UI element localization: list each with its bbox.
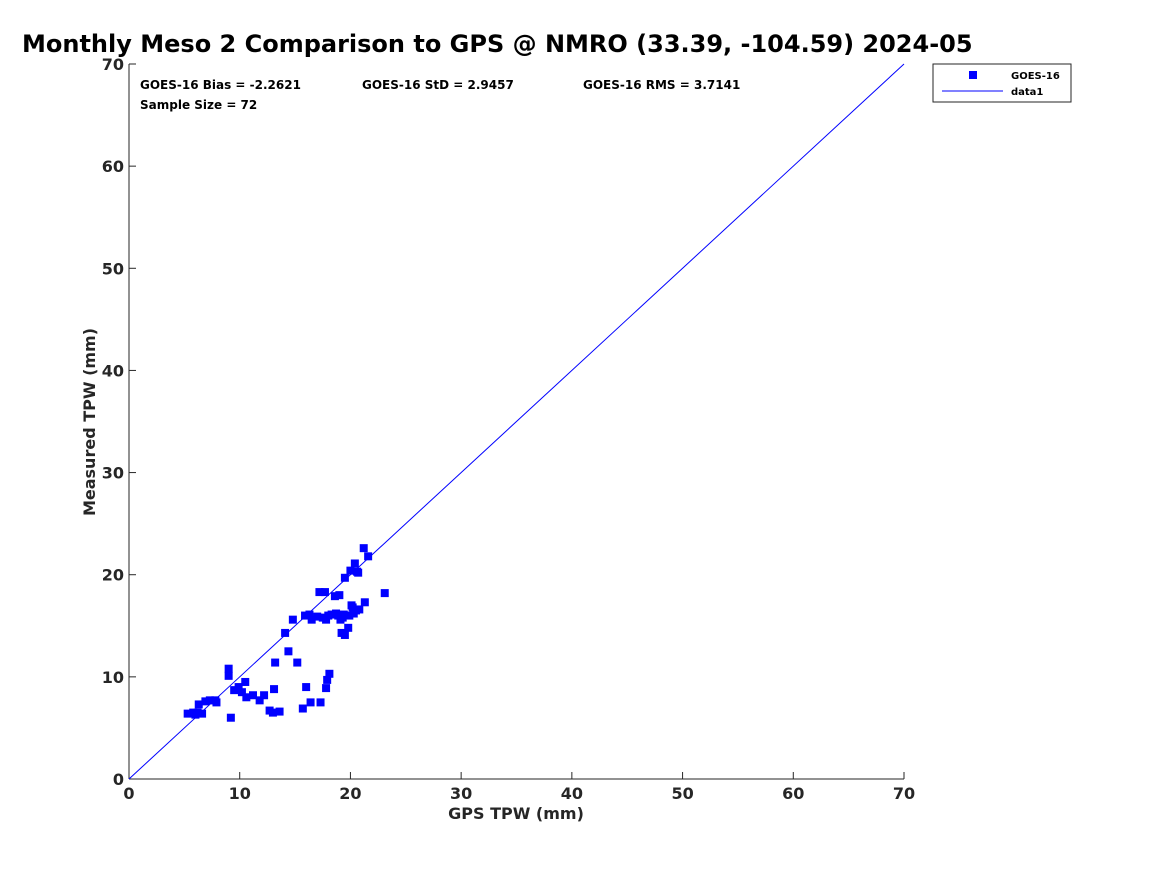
plot-area: 0 10 20 30 40 50 60 70 0 10 20 30 40 50 60 70 bbox=[102, 55, 915, 803]
scatter-point bbox=[198, 709, 207, 718]
scatter-point bbox=[224, 664, 233, 673]
scatter-point bbox=[354, 568, 363, 577]
legend-label-data1: data1 bbox=[1011, 87, 1043, 98]
scatter-point bbox=[359, 544, 368, 553]
scatter-point bbox=[212, 698, 221, 707]
scatter-point bbox=[284, 647, 293, 656]
scatter-point bbox=[226, 713, 235, 722]
y-tick-label: 30 bbox=[102, 464, 124, 483]
scatter-point bbox=[364, 552, 373, 561]
scatter-point bbox=[302, 683, 311, 692]
scatter-point bbox=[305, 610, 314, 619]
scatter-point bbox=[335, 591, 344, 600]
scatter-point bbox=[237, 688, 246, 697]
y-tick-label: 70 bbox=[102, 55, 124, 74]
y-ticks: 0 10 20 30 40 50 60 70 bbox=[102, 55, 136, 789]
y-tick-label: 60 bbox=[102, 157, 124, 176]
x-tick-label: 70 bbox=[893, 784, 915, 803]
scatter-point bbox=[316, 698, 325, 707]
scatter-point bbox=[260, 691, 269, 700]
stat-sample-size: Sample Size = 72 bbox=[140, 98, 257, 112]
stat-std: GOES-16 StD = 2.9457 bbox=[362, 78, 514, 92]
scatter-point bbox=[307, 615, 316, 624]
scatter-point bbox=[201, 697, 210, 706]
legend-label-goes16: GOES-16 bbox=[1011, 71, 1060, 82]
legend: GOES-16 data1 bbox=[932, 63, 1072, 103]
scatter-point bbox=[234, 683, 243, 692]
scatter-point bbox=[355, 605, 364, 614]
scatter-point bbox=[281, 628, 290, 637]
scatter-point bbox=[242, 693, 251, 702]
x-tick-label: 0 bbox=[123, 784, 134, 803]
reference-line bbox=[128, 63, 905, 780]
stat-rms: GOES-16 RMS = 3.7141 bbox=[583, 78, 740, 92]
scatter-point bbox=[298, 704, 307, 713]
scatter-point bbox=[340, 630, 349, 639]
scatter-point bbox=[183, 709, 192, 718]
scatter-point bbox=[230, 686, 239, 695]
scatter-point bbox=[327, 610, 336, 619]
scatter-point bbox=[380, 589, 389, 598]
scatter-point bbox=[344, 623, 353, 632]
x-tick-label: 40 bbox=[561, 784, 583, 803]
legend-marker-goes16 bbox=[969, 71, 977, 79]
scatter-point bbox=[224, 671, 233, 680]
scatter-point bbox=[350, 559, 359, 568]
scatter-point bbox=[205, 696, 214, 705]
x-axis-label: GPS TPW (mm) bbox=[448, 804, 584, 823]
scatter-point bbox=[334, 611, 343, 620]
y-axis-label: Measured TPW (mm) bbox=[80, 328, 99, 516]
x-tick-label: 60 bbox=[782, 784, 804, 803]
scatter-point bbox=[249, 691, 257, 700]
y-tick-label: 0 bbox=[113, 770, 124, 789]
scatter-points bbox=[183, 544, 389, 722]
legend-box bbox=[932, 63, 1072, 103]
scatter-point bbox=[301, 611, 310, 620]
stat-bias: GOES-16 Bias = -2.2621 bbox=[140, 78, 301, 92]
scatter-point bbox=[275, 707, 284, 716]
x-tick-label: 50 bbox=[671, 784, 693, 803]
x-tick-label: 10 bbox=[229, 784, 251, 803]
scatter-point bbox=[330, 592, 339, 601]
scatter-point bbox=[270, 685, 279, 694]
scatter-point bbox=[271, 658, 280, 667]
y-tick-label: 40 bbox=[102, 361, 124, 380]
scatter-point bbox=[323, 675, 332, 684]
scatter-point bbox=[306, 698, 315, 707]
scatter-point bbox=[194, 700, 203, 709]
y-tick-label: 10 bbox=[102, 668, 124, 687]
x-tick-label: 30 bbox=[450, 784, 472, 803]
scatter-point bbox=[339, 610, 348, 619]
scatter-point bbox=[325, 669, 334, 678]
y-tick-label: 50 bbox=[102, 259, 124, 278]
scatter-point bbox=[193, 708, 202, 717]
scatter-point bbox=[345, 611, 354, 620]
scatter-point bbox=[293, 658, 302, 667]
x-tick-label: 20 bbox=[339, 784, 361, 803]
scatter-point bbox=[255, 696, 264, 705]
scatter-point bbox=[346, 566, 355, 575]
x-ticks: 0 10 20 30 40 50 60 70 bbox=[123, 772, 915, 803]
scatter-point bbox=[313, 612, 322, 621]
chart-title: Monthly Meso 2 Comparison to GPS @ NMRO … bbox=[22, 30, 973, 58]
scatter-point bbox=[340, 573, 349, 582]
scatter-point bbox=[322, 684, 331, 693]
scatter-point bbox=[315, 588, 324, 597]
scatter-point bbox=[268, 708, 277, 717]
stats-annotation: GOES-16 Bias = -2.2621 GOES-16 StD = 2.9… bbox=[140, 78, 740, 112]
scatter-point bbox=[360, 598, 369, 607]
scatter-point bbox=[318, 613, 327, 622]
scatter-point bbox=[320, 588, 329, 597]
series-line-data1 bbox=[128, 63, 905, 780]
y-tick-label: 20 bbox=[102, 566, 124, 585]
scatter-point bbox=[241, 677, 250, 686]
scatter-point bbox=[288, 615, 297, 624]
